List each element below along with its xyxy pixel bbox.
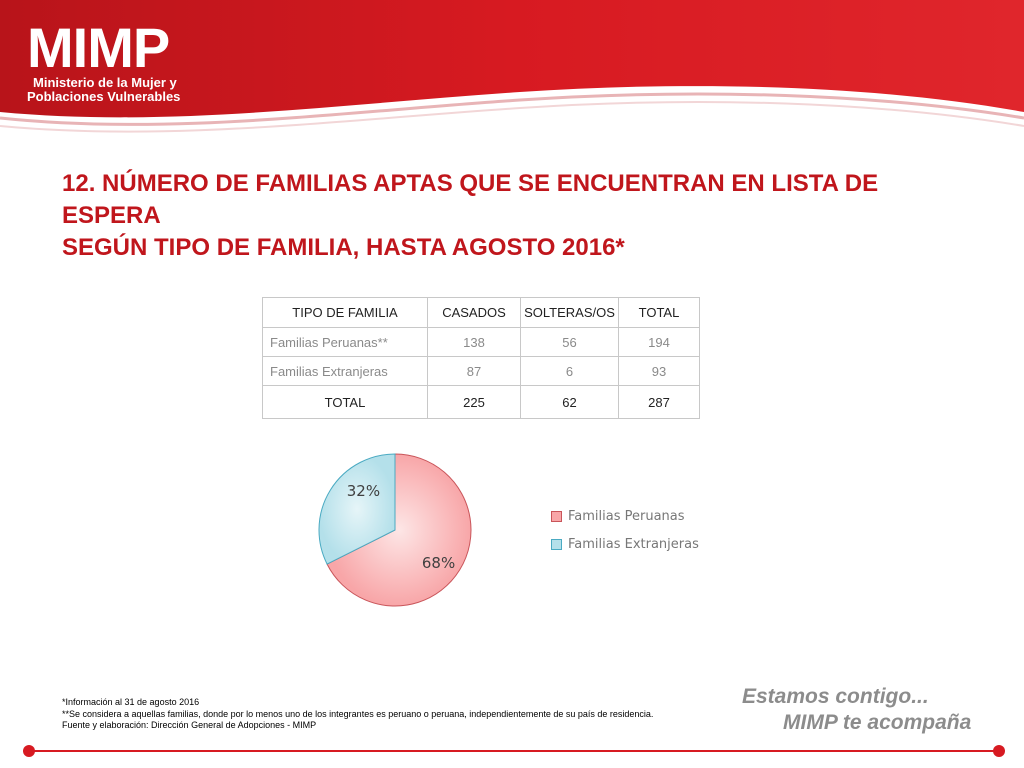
legend-swatch-extranjeras [551, 538, 562, 550]
mimp-logo: MIMP Ministerio de la Mujer y Poblacione… [27, 16, 181, 104]
table-cell: Familias Extranjeras [262, 356, 428, 386]
slide-title: 12. NÚMERO DE FAMILIAS APTAS QUE SE ENCU… [62, 168, 982, 264]
table-cell: 6 [520, 356, 619, 386]
legend-label: Familias Peruanas [568, 508, 685, 524]
logo-subtitle-line2: Poblaciones Vulnerables [27, 89, 181, 104]
title-line1: 12. NÚMERO DE FAMILIAS APTAS QUE SE ENCU… [62, 170, 879, 229]
table-cell: 194 [618, 327, 700, 357]
footnote: *Información al 31 de agosto 2016 [62, 697, 200, 707]
slogan-line1: Estamos contigo... [742, 685, 929, 708]
logo-subtitle-line1: Ministerio de la Mujer y [33, 75, 177, 90]
footnote: Fuente y elaboración: Dirección General … [62, 720, 317, 730]
footnotes: *Información al 31 de agosto 2016 **Se c… [62, 697, 742, 732]
table-total-row: TOTAL 225 62 287 [262, 385, 700, 419]
table-cell: 62 [520, 385, 619, 419]
slogan: Estamos contigo... MIMP te acompaña [742, 684, 971, 736]
chart-legend: Familias Peruanas Familias Extranjeras [551, 506, 699, 562]
table-cell: 93 [618, 356, 700, 386]
table-cell: Familias Peruanas** [262, 327, 428, 357]
legend-item: Familias Extranjeras [551, 534, 699, 554]
table-cell: 225 [427, 385, 521, 419]
header-band [0, 0, 1024, 133]
title-line2: SEGÚN TIPO DE FAMILIA, HASTA AGOSTO 2016… [62, 234, 625, 261]
header-cell: TOTAL [618, 297, 700, 328]
table-cell: 287 [618, 385, 700, 419]
table-row: Familias Peruanas** 138 56 194 [262, 327, 700, 357]
logo-word: MIMP [27, 16, 170, 79]
pie-slice-extranjeras [318, 453, 396, 565]
table-row: Familias Extranjeras 87 6 93 [262, 356, 700, 386]
legend-label: Familias Extranjeras [568, 536, 699, 552]
pie-data-label: 32% [347, 482, 380, 500]
table-cell: 138 [427, 327, 521, 357]
footnote: **Se considera a aquellas familias, dond… [62, 708, 654, 719]
header-cell: TIPO DE FAMILIA [262, 297, 428, 328]
pie-slice-peruanas [326, 453, 472, 607]
header-cell: SOLTERAS/OS [520, 297, 619, 328]
legend-item: Familias Peruanas [551, 506, 699, 526]
pie-chart: 68% 32% [318, 453, 472, 607]
table-cell: 56 [520, 327, 619, 357]
families-table: TIPO DE FAMILIA CASADOS SOLTERAS/OS TOTA… [262, 297, 700, 419]
table-cell: TOTAL [262, 385, 428, 419]
legend-swatch-peruanas [551, 510, 562, 522]
table-cell: 87 [427, 356, 521, 386]
header-cell: CASADOS [427, 297, 521, 328]
pie-data-label: 68% [422, 554, 455, 572]
table-header-row: TIPO DE FAMILIA CASADOS SOLTERAS/OS TOTA… [262, 297, 700, 328]
slogan-line2: MIMP te acompaña [783, 711, 972, 734]
footer-divider [23, 745, 1005, 757]
